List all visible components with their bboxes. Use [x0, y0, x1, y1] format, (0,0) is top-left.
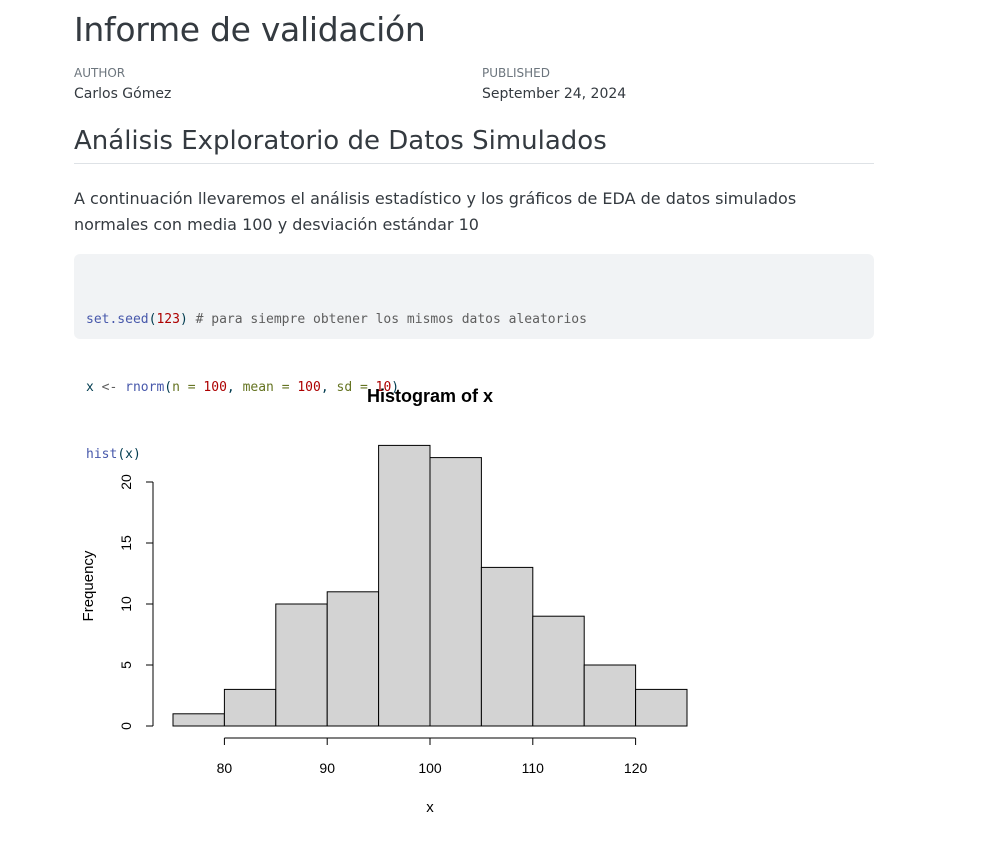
code-comma: , [320, 379, 337, 395]
code-paren: ) [391, 379, 400, 395]
code-number: 100 [297, 379, 321, 395]
code-argument: mean = [242, 379, 290, 395]
code-function: set.seed [86, 312, 149, 327]
code-paren: ( [164, 379, 173, 395]
code-comma: , [226, 379, 243, 395]
code-line-3: hist(x) [86, 444, 862, 467]
code-variable: x [86, 379, 102, 395]
histogram-bar [583, 664, 637, 727]
code-function: hist [86, 447, 118, 462]
histogram-bar [172, 713, 225, 727]
code-args: (x) [117, 447, 141, 462]
histogram-bar [378, 444, 431, 727]
code-operator: <- [101, 379, 118, 395]
x-tick-label: 90 [319, 760, 335, 776]
code-paren: ) [179, 312, 188, 327]
intro-paragraph: A continuación llevaremos el análisis es… [74, 189, 797, 234]
x-tick-label: 110 [522, 760, 545, 776]
code-line-1: set.seed(123) # para siempre obtener los… [86, 309, 862, 332]
y-tick-label: 0 [118, 722, 134, 730]
histogram-bar [223, 688, 277, 727]
x-tick-label: 120 [624, 760, 648, 776]
code-number: 100 [203, 379, 227, 395]
x-tick-label: 100 [418, 760, 442, 776]
histogram-bar [429, 457, 482, 727]
author-name: Carlos Gómez [74, 86, 172, 102]
code-block[interactable]: set.seed(123) # para siempre obtener los… [74, 254, 874, 462]
section-heading: Análisis Exploratorio de Datos Simulados [74, 126, 874, 164]
y-tick-label: 20 [118, 474, 134, 490]
code-line-2: x <- rnorm(n = 100, mean = 100, sd = 10) [86, 377, 862, 400]
code-number: 123 [156, 312, 180, 327]
y-tick-label: 5 [118, 661, 134, 669]
x-axis: 80 90 100 110 120 [217, 737, 648, 776]
page-title: Informe de validación [74, 10, 426, 49]
histogram-bar [635, 688, 688, 727]
author-block: AUTHOR Carlos Gómez [74, 66, 171, 102]
histogram-bars [172, 444, 688, 727]
published-block: PUBLISHED September 24, 2024 [482, 66, 626, 102]
y-axis: 0 5 10 15 20 [118, 474, 154, 730]
histogram-bar [532, 615, 585, 727]
y-tick-label: 15 [118, 535, 134, 551]
author-heading: AUTHOR [74, 66, 126, 80]
code-argument: sd = [336, 379, 368, 395]
y-tick-label: 10 [118, 596, 134, 612]
code-function: rnorm [125, 379, 165, 395]
code-argument: n = [172, 379, 196, 395]
code-comment: # para siempre obtener los mismos datos … [187, 312, 587, 327]
code-paren: ( [148, 312, 157, 327]
code-number: 10 [375, 379, 392, 395]
histogram-bar [275, 603, 328, 727]
published-heading: PUBLISHED [482, 66, 550, 80]
y-axis-label: Frequency [80, 550, 97, 621]
histogram-bar [326, 591, 380, 727]
histogram-bar [480, 566, 534, 727]
published-date: September 24, 2024 [482, 86, 627, 102]
x-tick-label: 80 [217, 760, 233, 776]
x-axis-label: x [426, 799, 434, 816]
chart-title: Histogram of x [367, 386, 493, 406]
